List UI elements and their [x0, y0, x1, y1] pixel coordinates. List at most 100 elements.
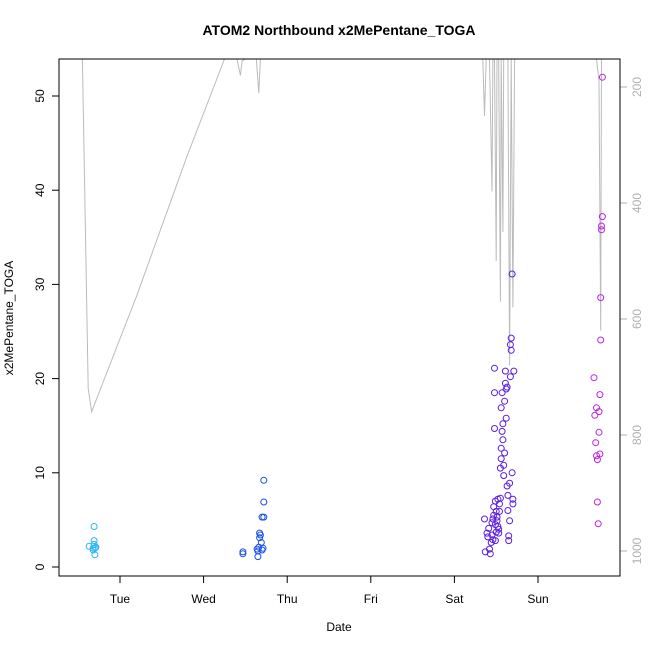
- data-point: [92, 543, 100, 551]
- data-point: [597, 294, 605, 302]
- data-point: [259, 544, 267, 552]
- right-y-tick-label: 800: [630, 425, 644, 445]
- data-point: [506, 341, 514, 349]
- data-point: [508, 270, 516, 278]
- data-point: [592, 439, 600, 447]
- data-point: [593, 452, 600, 460]
- data-point: [494, 523, 502, 530]
- y-tick-label: 10: [33, 466, 47, 480]
- x-tick-label: Fri: [364, 592, 378, 606]
- data-points-layer: [85, 73, 606, 561]
- right-y-tick-label: 200: [630, 77, 644, 97]
- data-point: [90, 537, 98, 545]
- data-point: [491, 537, 499, 545]
- data-point: [593, 456, 601, 464]
- data-point: [493, 513, 501, 521]
- data-point: [501, 379, 509, 387]
- y-axis-label: x2MePentane_TOGA: [2, 261, 16, 376]
- data-point: [489, 515, 497, 523]
- data-point: [91, 551, 99, 559]
- chart-title: ATOM2 Northbound x2MePentane_TOGA: [202, 22, 475, 38]
- y-tick-label: 50: [33, 89, 47, 103]
- data-point: [496, 494, 504, 502]
- data-point: [500, 461, 508, 469]
- data-point: [501, 367, 509, 375]
- data-point: [260, 513, 268, 521]
- data-point: [509, 500, 517, 508]
- data-point: [507, 334, 515, 342]
- data-point: [504, 491, 512, 499]
- data-point: [256, 534, 264, 542]
- data-point: [598, 213, 606, 221]
- y-tick-label: 40: [33, 183, 47, 197]
- data-point: [505, 537, 513, 545]
- data-point: [505, 532, 513, 540]
- data-point: [486, 550, 494, 558]
- x-tick-label: Thu: [277, 592, 298, 606]
- data-point: [91, 544, 99, 552]
- data-point: [491, 425, 498, 432]
- data-point: [498, 389, 506, 397]
- data-point: [598, 73, 606, 81]
- data-point: [596, 450, 604, 458]
- data-point: [502, 414, 510, 422]
- y-tick-label: 20: [33, 372, 47, 386]
- data-point: [481, 515, 488, 523]
- data-point: [597, 336, 605, 344]
- data-point: [260, 476, 268, 484]
- data-point: [595, 408, 603, 416]
- data-point: [485, 524, 493, 532]
- right-y-tick-label: 400: [630, 193, 644, 213]
- x-tick-label: Tue: [110, 592, 131, 606]
- data-point: [594, 520, 602, 528]
- data-point: [239, 548, 247, 556]
- y-tick-label: 0: [33, 563, 47, 570]
- data-point: [503, 383, 511, 391]
- data-point: [598, 222, 605, 230]
- data-point: [500, 472, 508, 480]
- data-point: [499, 436, 507, 444]
- data-point: [495, 529, 503, 537]
- data-point: [497, 404, 505, 412]
- data-point: [506, 373, 514, 381]
- x-tick-label: Wed: [191, 592, 215, 606]
- data-point: [598, 226, 605, 234]
- data-point: [498, 427, 506, 435]
- data-point: [501, 397, 509, 405]
- data-point: [509, 495, 517, 503]
- data-point: [506, 479, 514, 487]
- data-point: [506, 517, 514, 525]
- data-point: [260, 498, 268, 506]
- data-point: [508, 469, 516, 477]
- data-point: [504, 507, 512, 514]
- data-point: [510, 367, 518, 375]
- altitude-line: [78, 58, 610, 414]
- data-point: [256, 531, 264, 539]
- data-point: [596, 391, 604, 399]
- data-point: [507, 346, 515, 354]
- data-point: [496, 507, 503, 515]
- data-point: [486, 545, 493, 553]
- data-point: [239, 550, 247, 558]
- data-point: [491, 389, 498, 397]
- data-point: [499, 420, 507, 428]
- data-point: [254, 553, 262, 561]
- data-point: [595, 428, 603, 436]
- data-point: [495, 525, 503, 533]
- right-y-tick-label: 600: [630, 309, 644, 329]
- data-point: [593, 498, 601, 506]
- axes-layer: 0 10 20 30 40 50 Tue Wed Thu Fri Sat Sun 200 400 600 80…: [33, 77, 644, 606]
- x-tick-label: Sun: [527, 592, 548, 606]
- x-tick-label: Sat: [445, 592, 464, 606]
- x-axis-label: Date: [326, 620, 352, 634]
- data-point: [491, 364, 498, 372]
- data-point: [497, 455, 505, 463]
- data-point: [497, 444, 505, 452]
- data-point: [591, 411, 599, 419]
- data-point: [90, 523, 98, 530]
- altitude-line-layer: [78, 58, 610, 414]
- plot-frame: [58, 58, 621, 577]
- data-point: [501, 449, 509, 457]
- y-tick-label: 30: [33, 277, 47, 291]
